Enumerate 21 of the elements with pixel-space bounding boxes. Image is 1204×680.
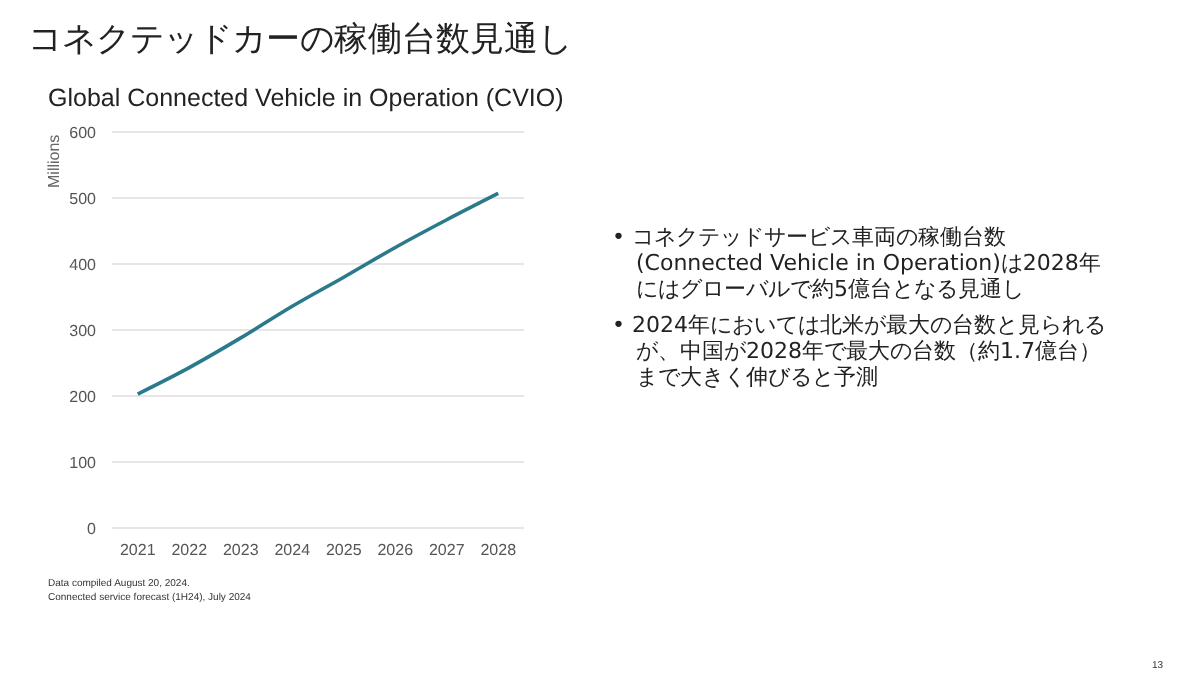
y-tick-label: 400 [69,255,98,274]
chart-title: コネクテッドカーの稼働台数見通し [28,18,572,62]
y-tick-label: 200 [69,387,98,406]
x-tick-label: 2022 [171,541,209,560]
y-axis-title: Millions [45,134,64,188]
y-tick-label: 100 [69,453,98,472]
x-tick-label: 2023 [222,541,260,560]
x-tick-label: 2027 [428,541,466,560]
y-tick-label: 600 [69,123,98,142]
y-tick-label: 500 [69,189,98,208]
line-series [135,191,501,396]
x-tick-label: 2025 [325,541,363,560]
x-tick-label: 2026 [377,541,415,560]
x-tick-label: 2021 [119,541,157,560]
chart-subtitle: Global Connected Vehicle in Operation (CVIO) [48,84,564,112]
x-tick-label: 2028 [480,541,518,560]
x-tick-label: 2024 [274,541,312,560]
text: • 2024年においては北米が最大の台数と見られるが、中国が2028年で最大の台数（約1.7億台）まで大きく伸びると予測 [612,312,1108,390]
y-tick-label: 0 [87,519,98,538]
y-tick-label: 300 [69,321,98,340]
text: • コネクテッドサービス車両の稼働台数(Connected Vehicle in Operation)は2028年にはグローバルで約5億台となる見通し [612,224,1103,302]
